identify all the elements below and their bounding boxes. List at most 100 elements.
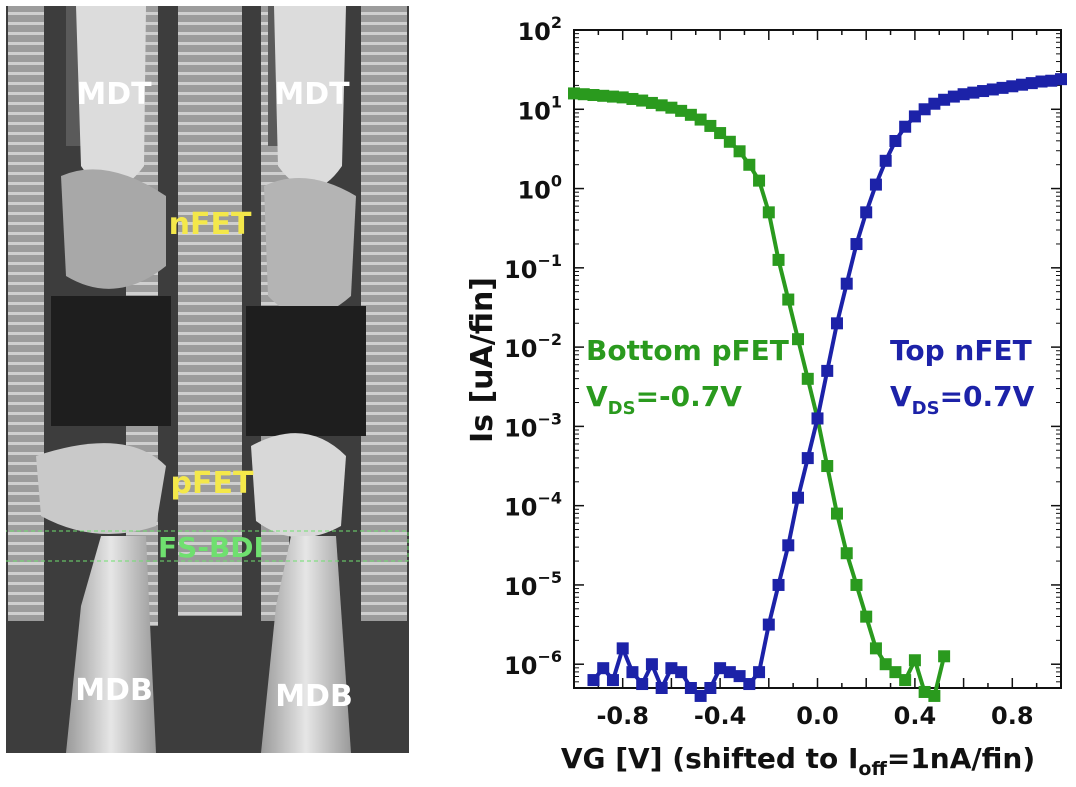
data-point-top-nfet: [636, 678, 649, 691]
data-point-top-nfet: [889, 134, 902, 147]
data-point-top-nfet: [830, 317, 843, 330]
data-point-bottom-pfet: [850, 578, 863, 591]
data-point-bottom-pfet: [606, 90, 619, 103]
x-axis-label-tail: =1nA/fin): [887, 742, 1035, 775]
data-point-top-nfet: [743, 678, 756, 691]
label-mdt-right: MDT: [274, 77, 350, 112]
data-point-bottom-pfet: [899, 674, 912, 687]
series-bottom-pfet: [568, 87, 951, 702]
y-tick-label: 10−2: [504, 330, 562, 363]
data-point-bottom-pfet: [801, 372, 814, 385]
data-point-top-nfet: [665, 662, 678, 675]
data-point-bottom-pfet: [665, 101, 678, 114]
annotation-top-nfet: Top nFET VDS=0.7V: [890, 334, 1035, 419]
x-tick-labels: -0.8 -0.4 0.0 0.4 0.8: [596, 702, 1033, 730]
mdt-left-shape: [76, 6, 146, 189]
data-point-top-nfet: [655, 682, 668, 694]
data-point-bottom-pfet: [694, 113, 707, 126]
label-mdt-left: MDT: [76, 77, 152, 112]
x-tick-label: 0.0: [796, 702, 839, 730]
mdb-right-shape: [261, 536, 351, 753]
fs-bdi-band: [6, 530, 409, 562]
annotation-top-nfet-vds: VDS=0.7V: [890, 380, 1035, 419]
data-point-bottom-pfet: [918, 685, 931, 698]
annotation-top-nfet-title: Top nFET: [890, 334, 1032, 367]
data-point-top-nfet: [840, 277, 853, 290]
data-point-top-nfet: [616, 642, 629, 655]
data-point-top-nfet: [1025, 77, 1038, 90]
data-point-top-nfet: [714, 662, 727, 675]
data-point-top-nfet: [977, 85, 990, 98]
top-epi-left: [61, 169, 166, 289]
data-point-bottom-pfet: [938, 650, 951, 663]
data-point-top-nfet: [694, 689, 707, 702]
mdt-right-shape: [274, 6, 346, 189]
x-tick-label: 0.8: [991, 702, 1034, 730]
y-tick-label: 10−4: [504, 489, 562, 522]
x-tick-label: -0.4: [694, 702, 746, 730]
data-point-top-nfet: [772, 578, 785, 591]
data-point-bottom-pfet: [830, 507, 843, 520]
data-point-bottom-pfet: [587, 89, 600, 102]
data-point-top-nfet: [606, 674, 619, 687]
data-point-bottom-pfet: [792, 333, 805, 346]
y-tick-label: 10−3: [504, 409, 562, 442]
y-tick-label: 10−6: [504, 647, 562, 680]
x-axis-label-main: VG [V] (shifted to I: [561, 742, 859, 775]
data-point-top-nfet: [1035, 75, 1048, 88]
series-layer: [568, 73, 1067, 702]
data-point-bottom-pfet: [655, 99, 668, 112]
x-tick-label: -0.8: [596, 702, 648, 730]
data-point-top-nfet: [587, 674, 600, 687]
data-point-bottom-pfet: [869, 642, 882, 655]
data-point-top-nfet: [986, 83, 999, 96]
data-point-top-nfet: [821, 364, 834, 377]
label-mdb-left: MDB: [75, 673, 153, 708]
data-point-top-nfet: [733, 670, 746, 683]
data-point-top-nfet: [675, 666, 688, 679]
data-point-top-nfet: [811, 412, 824, 425]
data-point-top-nfet: [723, 666, 736, 679]
data-point-top-nfet: [996, 81, 1009, 94]
data-point-bottom-pfet: [675, 104, 688, 117]
annotation-bottom-pfet-title: Bottom pFET: [586, 334, 789, 367]
mdb-left-shape: [66, 536, 156, 753]
data-point-top-nfet: [1045, 74, 1058, 87]
data-point-top-nfet: [879, 154, 892, 167]
data-point-top-nfet: [645, 658, 658, 671]
data-point-bottom-pfet: [636, 94, 649, 107]
data-point-top-nfet: [957, 88, 970, 101]
data-point-top-nfet: [782, 539, 795, 552]
data-point-top-nfet: [938, 93, 951, 106]
x-axis-label: VG [V] (shifted to Ioff=1nA/fin): [561, 742, 1035, 780]
data-point-bottom-pfet: [782, 293, 795, 306]
data-point-bottom-pfet: [840, 547, 853, 560]
data-point-top-nfet: [899, 120, 912, 133]
data-point-bottom-pfet: [753, 174, 766, 187]
data-point-bottom-pfet: [704, 119, 717, 132]
data-point-top-nfet: [626, 666, 639, 679]
data-point-top-nfet: [947, 90, 960, 103]
data-point-bottom-pfet: [723, 135, 736, 148]
annotation-bottom-pfet-vds: VDS=-0.7V: [586, 380, 742, 419]
series-top-nfet: [587, 73, 1067, 702]
data-point-bottom-pfet: [626, 92, 639, 105]
data-point-top-nfet: [928, 97, 941, 110]
data-point-bottom-pfet: [860, 610, 873, 623]
data-point-bottom-pfet: [616, 91, 629, 104]
data-point-bottom-pfet: [684, 108, 697, 121]
y-tick-labels: 102 101 100 10−1 10−2 10−3 10−4 10−5 10−6: [504, 13, 562, 680]
y-tick-label: 101: [517, 92, 562, 125]
data-point-bottom-pfet: [743, 158, 756, 171]
data-point-bottom-pfet: [821, 460, 834, 473]
data-point-top-nfet: [792, 491, 805, 504]
label-pfet: pFET: [171, 466, 254, 501]
axes: [573, 29, 1062, 689]
data-point-top-nfet: [967, 86, 980, 99]
data-point-top-nfet: [704, 682, 717, 694]
y-tick-label: 10−1: [504, 251, 562, 284]
data-point-top-nfet: [860, 206, 873, 219]
data-point-top-nfet: [684, 682, 697, 694]
data-point-bottom-pfet: [733, 145, 746, 158]
